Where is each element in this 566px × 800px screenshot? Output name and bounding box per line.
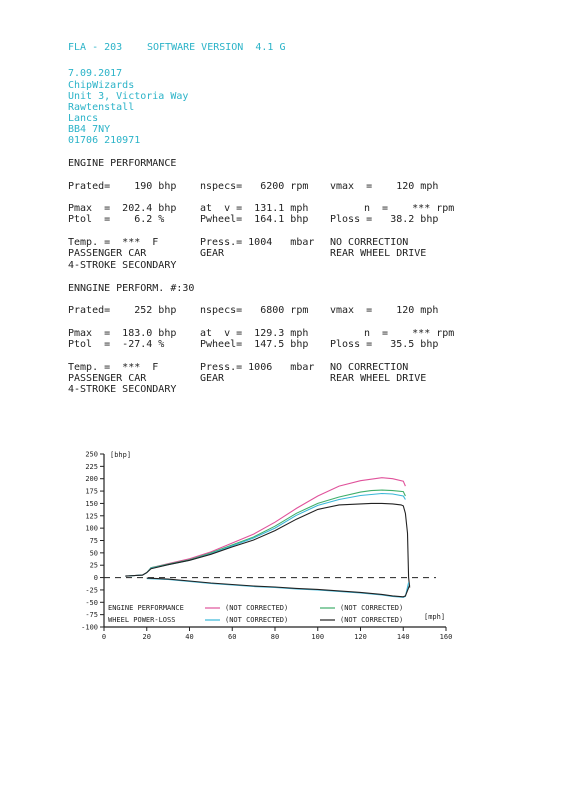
y-tick-label: 150: [85, 500, 98, 508]
run1-ptol: Ptol = 6.2 %: [68, 214, 165, 225]
run1-correction: NO CORRECTION: [330, 237, 409, 248]
address-line: Rawtenstall: [68, 102, 135, 113]
x-tick-label: 20: [143, 633, 151, 641]
y-tick-label: 75: [90, 537, 98, 545]
series-line-black-loss: [146, 577, 411, 598]
y-tick-label: 0: [94, 574, 98, 582]
run2-vmax: vmax = 120 mph: [330, 305, 439, 316]
series-line-black: [125, 502, 411, 588]
run2-pmax: Pmax = 183.0 bhp: [68, 328, 177, 339]
y-tick-label: -50: [85, 599, 98, 607]
run2-stroke: 4-STROKE SECONDARY: [68, 384, 177, 395]
run1-drive: REAR WHEEL DRIVE: [330, 248, 427, 259]
legend-wheel-power-loss: WHEEL POWER-LOSS: [108, 616, 175, 624]
run2-nspecs: nspecs= 6800 rpm: [200, 305, 309, 316]
run1-vehicle: PASSENGER CAR: [68, 248, 147, 259]
x-tick-label: 40: [185, 633, 193, 641]
x-tick-label: 60: [228, 633, 236, 641]
software-version: SOFTWARE VERSION 4.1 G: [147, 42, 286, 53]
x-tick-label: 120: [354, 633, 367, 641]
run2-ptol: Ptol = -27.4 %: [68, 339, 165, 350]
run2-correction: NO CORRECTION: [330, 362, 409, 373]
address-line: Unit 3, Victoria Way: [68, 91, 189, 102]
y-tick-label: 225: [85, 463, 98, 471]
report-date: 7.09.2017: [68, 68, 123, 79]
x-tick-label: 140: [397, 633, 410, 641]
series-line-cyan-loss: [146, 578, 410, 598]
run1-gear: GEAR: [200, 248, 225, 259]
legend-not-corrected: (NOT CORRECTED): [225, 604, 288, 612]
run1-pmax: Pmax = 202.4 bhp: [68, 203, 177, 214]
run2-temp: Temp. = *** F: [68, 362, 159, 373]
y-tick-label: 50: [90, 549, 98, 557]
y-tick-label: 125: [85, 512, 98, 520]
legend-not-corrected: (NOT CORRECTED): [225, 616, 288, 624]
y-tick-label: 100: [85, 525, 98, 533]
run1-rated: Prated= 190 bhp: [68, 181, 177, 192]
address-line: ChipWizards: [68, 80, 135, 91]
run2-gear: GEAR: [200, 373, 225, 384]
x-tick-label: 0: [102, 633, 106, 641]
run1-press: Press.= 1004 mbar: [200, 237, 315, 248]
run1-pwheel: Pwheel= 164.1 bhp: [200, 214, 309, 225]
run2-vehicle: PASSENGER CAR: [68, 373, 147, 384]
run2-n: n = *** rpm: [364, 328, 455, 339]
run1-stroke: 4-STROKE SECONDARY: [68, 260, 177, 271]
run2-rated: Prated= 252 bhp: [68, 305, 177, 316]
y-tick-label: 250: [85, 451, 98, 459]
run1-ploss: Ploss = 38.2 bhp: [330, 214, 439, 225]
y-tick-label: -75: [85, 611, 98, 619]
run2-drive: REAR WHEEL DRIVE: [330, 373, 427, 384]
x-axis-label: [mph]: [424, 613, 445, 621]
y-tick-label: 175: [85, 488, 98, 496]
address-line: BB4 7NY: [68, 124, 111, 135]
address-line: 01706 210971: [68, 135, 141, 146]
y-tick-label: -100: [81, 624, 98, 632]
series-line-magenta: [125, 477, 406, 577]
run1-n: n = *** rpm: [364, 203, 455, 214]
run2-ploss: Ploss = 35.5 bhp: [330, 339, 439, 350]
x-tick-label: 80: [271, 633, 279, 641]
run2-press: Press.= 1006 mbar: [200, 362, 315, 373]
y-tick-label: 25: [90, 562, 98, 570]
address-line: Lancs: [68, 113, 99, 124]
run1-atv: at v = 131.1 mph: [200, 203, 309, 214]
run1-vmax: vmax = 120 mph: [330, 181, 439, 192]
model-id: FLA - 203: [68, 42, 123, 53]
legend-not-corrected: (NOT CORRECTED): [340, 604, 403, 612]
x-tick-label: 100: [311, 633, 324, 641]
legend-engine-performance: ENGINE PERFORMANCE: [108, 604, 184, 612]
run2-pwheel: Pwheel= 147.5 bhp: [200, 339, 309, 350]
run1-title: ENGINE PERFORMANCE: [68, 158, 177, 169]
y-tick-label: 200: [85, 475, 98, 483]
run2-title: ENNGINE PERFORM. #:30: [68, 283, 195, 294]
run1-nspecs: nspecs= 6200 rpm: [200, 181, 309, 192]
legend-not-corrected: (NOT CORRECTED): [340, 616, 403, 624]
y-tick-label: -25: [85, 586, 98, 594]
run1-temp: Temp. = *** F: [68, 237, 159, 248]
x-tick-label: 160: [440, 633, 453, 641]
run2-atv: at v = 129.3 mph: [200, 328, 309, 339]
y-axis-label: [bhp]: [110, 451, 131, 459]
